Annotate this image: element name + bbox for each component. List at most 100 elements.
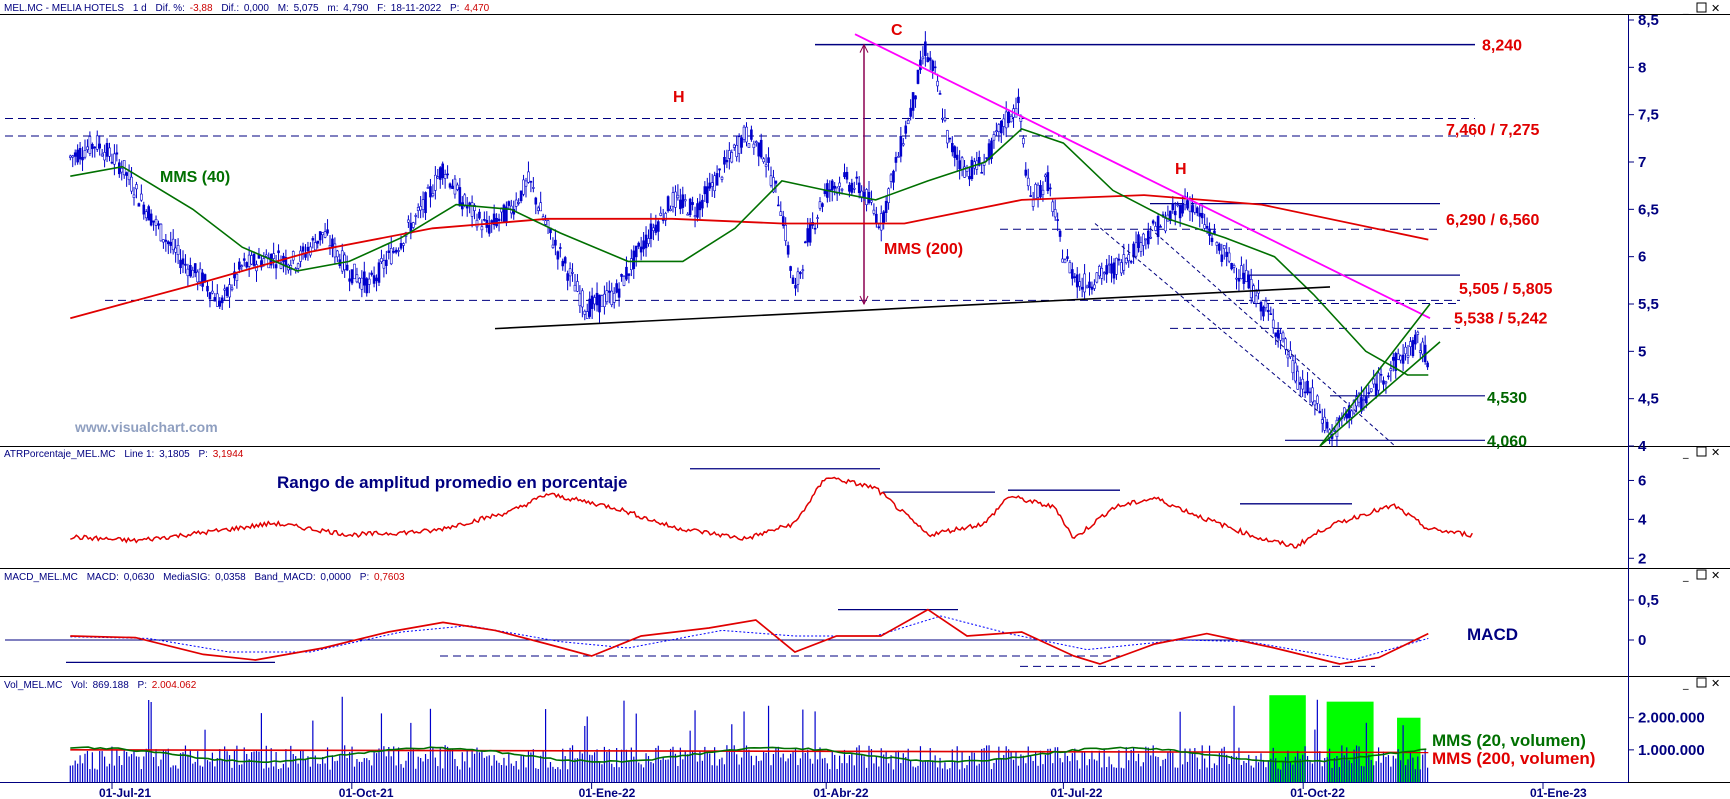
- candle-body: [1313, 400, 1317, 406]
- candle-body: [563, 257, 567, 264]
- price-tick-label: 4,5: [1638, 391, 1659, 408]
- candle-body: [620, 274, 623, 277]
- candle-body: [475, 219, 479, 228]
- candle-body: [1396, 353, 1400, 360]
- candle-body: [955, 154, 959, 160]
- price-level-label: 5,505 / 5,805: [1459, 281, 1553, 298]
- candle-body: [1002, 118, 1006, 127]
- volume-close-icon[interactable]: ✕: [1711, 677, 1720, 690]
- mm200-line: [70, 194, 1429, 320]
- macd-line: [70, 608, 1429, 665]
- maximize-icon[interactable]: [1696, 2, 1707, 13]
- macd-minimize-icon[interactable]: _: [1682, 569, 1689, 582]
- candle-body: [206, 285, 209, 292]
- candle-body: [1100, 268, 1104, 279]
- candle-body: [1232, 265, 1236, 268]
- macd-maximize-icon[interactable]: [1696, 569, 1707, 580]
- candle-body: [1293, 362, 1297, 382]
- candle-body: [176, 245, 180, 255]
- candle-body: [1298, 382, 1302, 385]
- candle-body: [1046, 172, 1050, 192]
- price-value: 4,470: [464, 3, 489, 14]
- candle-body: [1041, 189, 1045, 195]
- candle-body: [683, 199, 687, 202]
- candle-body: [759, 139, 763, 158]
- candle-body: [1276, 330, 1280, 339]
- volume-price: 2.004.062: [152, 680, 197, 691]
- candle-body: [1325, 421, 1329, 429]
- candle-body: [997, 124, 1001, 132]
- candle-body: [250, 255, 253, 265]
- candle-body: [632, 250, 636, 270]
- candle-body: [132, 194, 136, 198]
- candle-body: [1154, 226, 1157, 231]
- candle-body: [705, 186, 709, 204]
- atr-minimize-icon[interactable]: _: [1682, 446, 1689, 459]
- candle-body: [1244, 270, 1248, 282]
- candle-body: [480, 226, 484, 231]
- candle-body: [803, 241, 807, 244]
- candle-body: [1009, 115, 1013, 123]
- candle-body: [1411, 340, 1415, 357]
- atr-value: 3,1805: [159, 449, 190, 460]
- candle-body: [240, 265, 244, 268]
- candle-body: [936, 80, 939, 87]
- time-tick-label: 01-Oct-22: [1290, 786, 1345, 799]
- candle-body: [1303, 391, 1307, 394]
- candle-body: [213, 297, 217, 302]
- candle-body: [1218, 243, 1221, 251]
- candle-body: [865, 189, 868, 206]
- candle-body: [532, 187, 535, 189]
- candle-body: [769, 175, 773, 186]
- candle-body: [120, 168, 124, 173]
- candle-body: [909, 107, 912, 117]
- candle-body: [1267, 309, 1270, 313]
- candle-body: [1120, 262, 1123, 274]
- candle-body: [696, 203, 699, 218]
- candle-body: [238, 261, 241, 270]
- candle-body: [157, 223, 160, 226]
- candle-body: [691, 202, 694, 205]
- candle-body: [179, 259, 182, 269]
- candle-body: [519, 190, 523, 202]
- candle-body: [1191, 205, 1194, 213]
- candle-body: [453, 178, 457, 195]
- range-arrow-head: [859, 295, 869, 306]
- candle-body: [360, 277, 364, 290]
- volume-maximize-icon[interactable]: [1696, 677, 1707, 688]
- candle-body: [174, 247, 177, 253]
- candle-body: [262, 258, 266, 265]
- candle-body: [235, 273, 239, 281]
- candle-body: [1362, 399, 1366, 401]
- candle-body: [916, 69, 920, 84]
- candle-body: [992, 134, 996, 141]
- candle-body: [88, 136, 92, 154]
- candle-body: [215, 293, 219, 307]
- candle-body: [142, 204, 146, 215]
- price-tick-label: 4: [1638, 438, 1647, 455]
- minimize-icon[interactable]: _: [1682, 2, 1689, 15]
- candle-body: [1369, 388, 1373, 392]
- atr-close-icon[interactable]: ✕: [1711, 446, 1720, 459]
- candle-body: [71, 155, 75, 158]
- candle-body: [654, 224, 658, 233]
- candle-body: [926, 57, 930, 63]
- atr-maximize-icon[interactable]: [1696, 446, 1707, 457]
- candle-body: [1068, 262, 1072, 274]
- candle-body: [100, 153, 104, 157]
- candle-body: [566, 273, 569, 281]
- candle-body: [98, 143, 101, 149]
- candle-body: [1274, 332, 1277, 337]
- candle-body: [1286, 354, 1290, 359]
- candle-body: [571, 272, 574, 274]
- candle-body: [436, 176, 440, 179]
- candle-body: [585, 311, 589, 319]
- candle-body: [970, 159, 974, 180]
- candle-body: [233, 271, 236, 279]
- candle-body: [372, 275, 376, 284]
- volume-minimize-icon[interactable]: _: [1682, 677, 1689, 690]
- candle-body: [1134, 242, 1138, 257]
- macd-close-icon[interactable]: ✕: [1711, 569, 1720, 582]
- price-tick-label: 5: [1638, 343, 1646, 360]
- close-icon[interactable]: ✕: [1711, 2, 1720, 15]
